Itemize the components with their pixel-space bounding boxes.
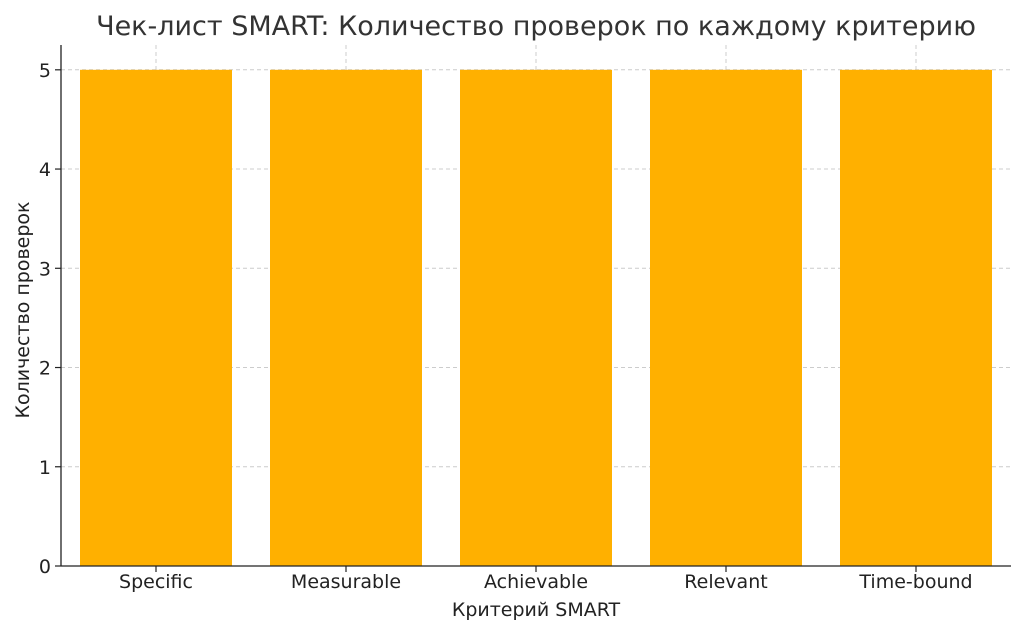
- bar-specific: [80, 69, 232, 567]
- x-tick-label-2: Achievable: [484, 571, 588, 593]
- x-axis-label: Критерий SMART: [452, 599, 621, 621]
- x-tick-label-0: Specific: [119, 571, 193, 593]
- tick-layer: 0 1 2 3 4 5 Specific Measurable Achievable Releva…: [39, 60, 973, 593]
- y-tick-label-0: 0: [39, 556, 51, 578]
- y-tick-label-1: 1: [39, 457, 51, 479]
- x-tick-label-1: Measurable: [291, 571, 401, 593]
- y-tick-label-2: 2: [39, 358, 51, 380]
- x-tick-label-4: Time-bound: [858, 571, 972, 593]
- bar-time-bound: [840, 69, 992, 567]
- y-tick-label-5: 5: [39, 60, 51, 82]
- y-tick-label-3: 3: [39, 258, 51, 280]
- bar-achievable: [460, 69, 612, 567]
- bar-measurable: [270, 69, 422, 567]
- bar-layer: [80, 69, 992, 567]
- chart-title: Чек-лист SMART: Количество проверок по к…: [96, 11, 976, 42]
- y-tick-label-4: 4: [39, 159, 51, 181]
- x-tick-label-3: Relevant: [684, 571, 767, 593]
- bar-relevant: [650, 69, 802, 567]
- y-axis-label: Количество проверок: [12, 201, 34, 418]
